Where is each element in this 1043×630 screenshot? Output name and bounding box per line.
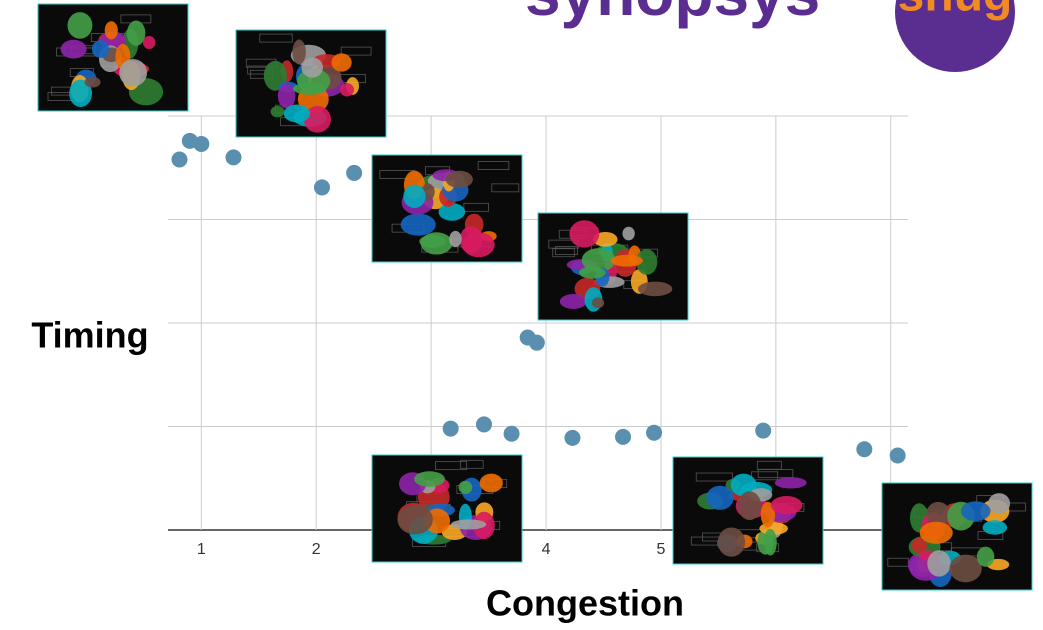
x-axis-label: Congestion bbox=[486, 583, 684, 624]
image-blob bbox=[775, 477, 807, 488]
point bbox=[504, 426, 520, 442]
x-tick-label: 5 bbox=[656, 541, 665, 558]
image-blob bbox=[927, 550, 950, 576]
point bbox=[314, 179, 330, 195]
image-blob bbox=[927, 502, 950, 525]
image-blob bbox=[611, 255, 643, 267]
floorplan-image bbox=[38, 4, 188, 111]
image-blob bbox=[560, 294, 587, 309]
image-blob bbox=[143, 36, 156, 49]
image-blob bbox=[105, 21, 118, 39]
floorplan-image bbox=[236, 30, 386, 137]
image-blob bbox=[419, 235, 445, 248]
point bbox=[755, 423, 771, 439]
point bbox=[890, 447, 906, 463]
image-blob bbox=[119, 59, 147, 86]
point bbox=[615, 429, 631, 445]
image-blob bbox=[127, 21, 145, 46]
image-blob bbox=[638, 282, 672, 297]
image-blob bbox=[414, 471, 445, 487]
image-blob bbox=[920, 522, 953, 544]
image-blob bbox=[401, 214, 436, 236]
point bbox=[646, 425, 662, 441]
floorplan-image bbox=[372, 155, 522, 262]
image-blob bbox=[397, 505, 432, 535]
floorplan-image bbox=[882, 483, 1032, 590]
image-blob bbox=[771, 496, 803, 514]
image-blob bbox=[983, 520, 1008, 534]
image-blob bbox=[977, 547, 995, 567]
image-blob bbox=[449, 231, 461, 247]
image-blob bbox=[579, 266, 606, 278]
image-blob bbox=[569, 220, 599, 247]
image-blob bbox=[68, 12, 93, 39]
x-tick-label: 1 bbox=[197, 541, 206, 558]
point bbox=[443, 421, 459, 437]
image-blob bbox=[949, 555, 981, 583]
image-blob bbox=[462, 232, 494, 257]
image-blob bbox=[480, 474, 503, 493]
image-blob bbox=[293, 83, 327, 95]
floorplan-image bbox=[538, 213, 688, 320]
image-blob bbox=[961, 501, 991, 521]
image-blob bbox=[85, 77, 101, 88]
image-blob bbox=[292, 40, 305, 65]
image-blob bbox=[718, 527, 745, 556]
image-blob bbox=[284, 105, 310, 123]
slide: synopsys snug Timing Congestion 1234567 bbox=[0, 0, 1043, 630]
point bbox=[529, 335, 545, 351]
y-axis-label: Timing bbox=[31, 315, 148, 356]
image-blob bbox=[271, 106, 285, 117]
image-blob bbox=[622, 227, 634, 241]
point bbox=[346, 165, 362, 181]
point bbox=[564, 430, 580, 446]
image-blob bbox=[451, 519, 486, 529]
floorplan-image bbox=[673, 457, 823, 564]
image-blob bbox=[403, 185, 425, 208]
image-blob bbox=[301, 57, 323, 77]
point bbox=[225, 149, 241, 165]
image-blob bbox=[340, 83, 354, 96]
x-tick-label: 4 bbox=[542, 541, 551, 558]
image-blob bbox=[706, 486, 733, 510]
image-blob bbox=[446, 171, 473, 188]
synopsys-logo: synopsys bbox=[525, 0, 820, 29]
image-blob bbox=[331, 53, 351, 71]
image-blob bbox=[592, 298, 604, 308]
image-blob bbox=[61, 40, 87, 59]
point bbox=[193, 136, 209, 152]
point bbox=[476, 416, 492, 432]
image-blob bbox=[459, 481, 473, 494]
point bbox=[171, 151, 187, 167]
image-blob bbox=[738, 491, 761, 520]
image-blob bbox=[988, 493, 1010, 514]
image-blob bbox=[764, 529, 777, 556]
image-blob bbox=[92, 40, 109, 58]
point bbox=[856, 441, 872, 457]
image-blob bbox=[278, 84, 296, 109]
snug-logo: snug bbox=[898, 0, 1013, 22]
x-tick-label: 2 bbox=[312, 541, 321, 558]
floorplan-image bbox=[372, 455, 522, 562]
